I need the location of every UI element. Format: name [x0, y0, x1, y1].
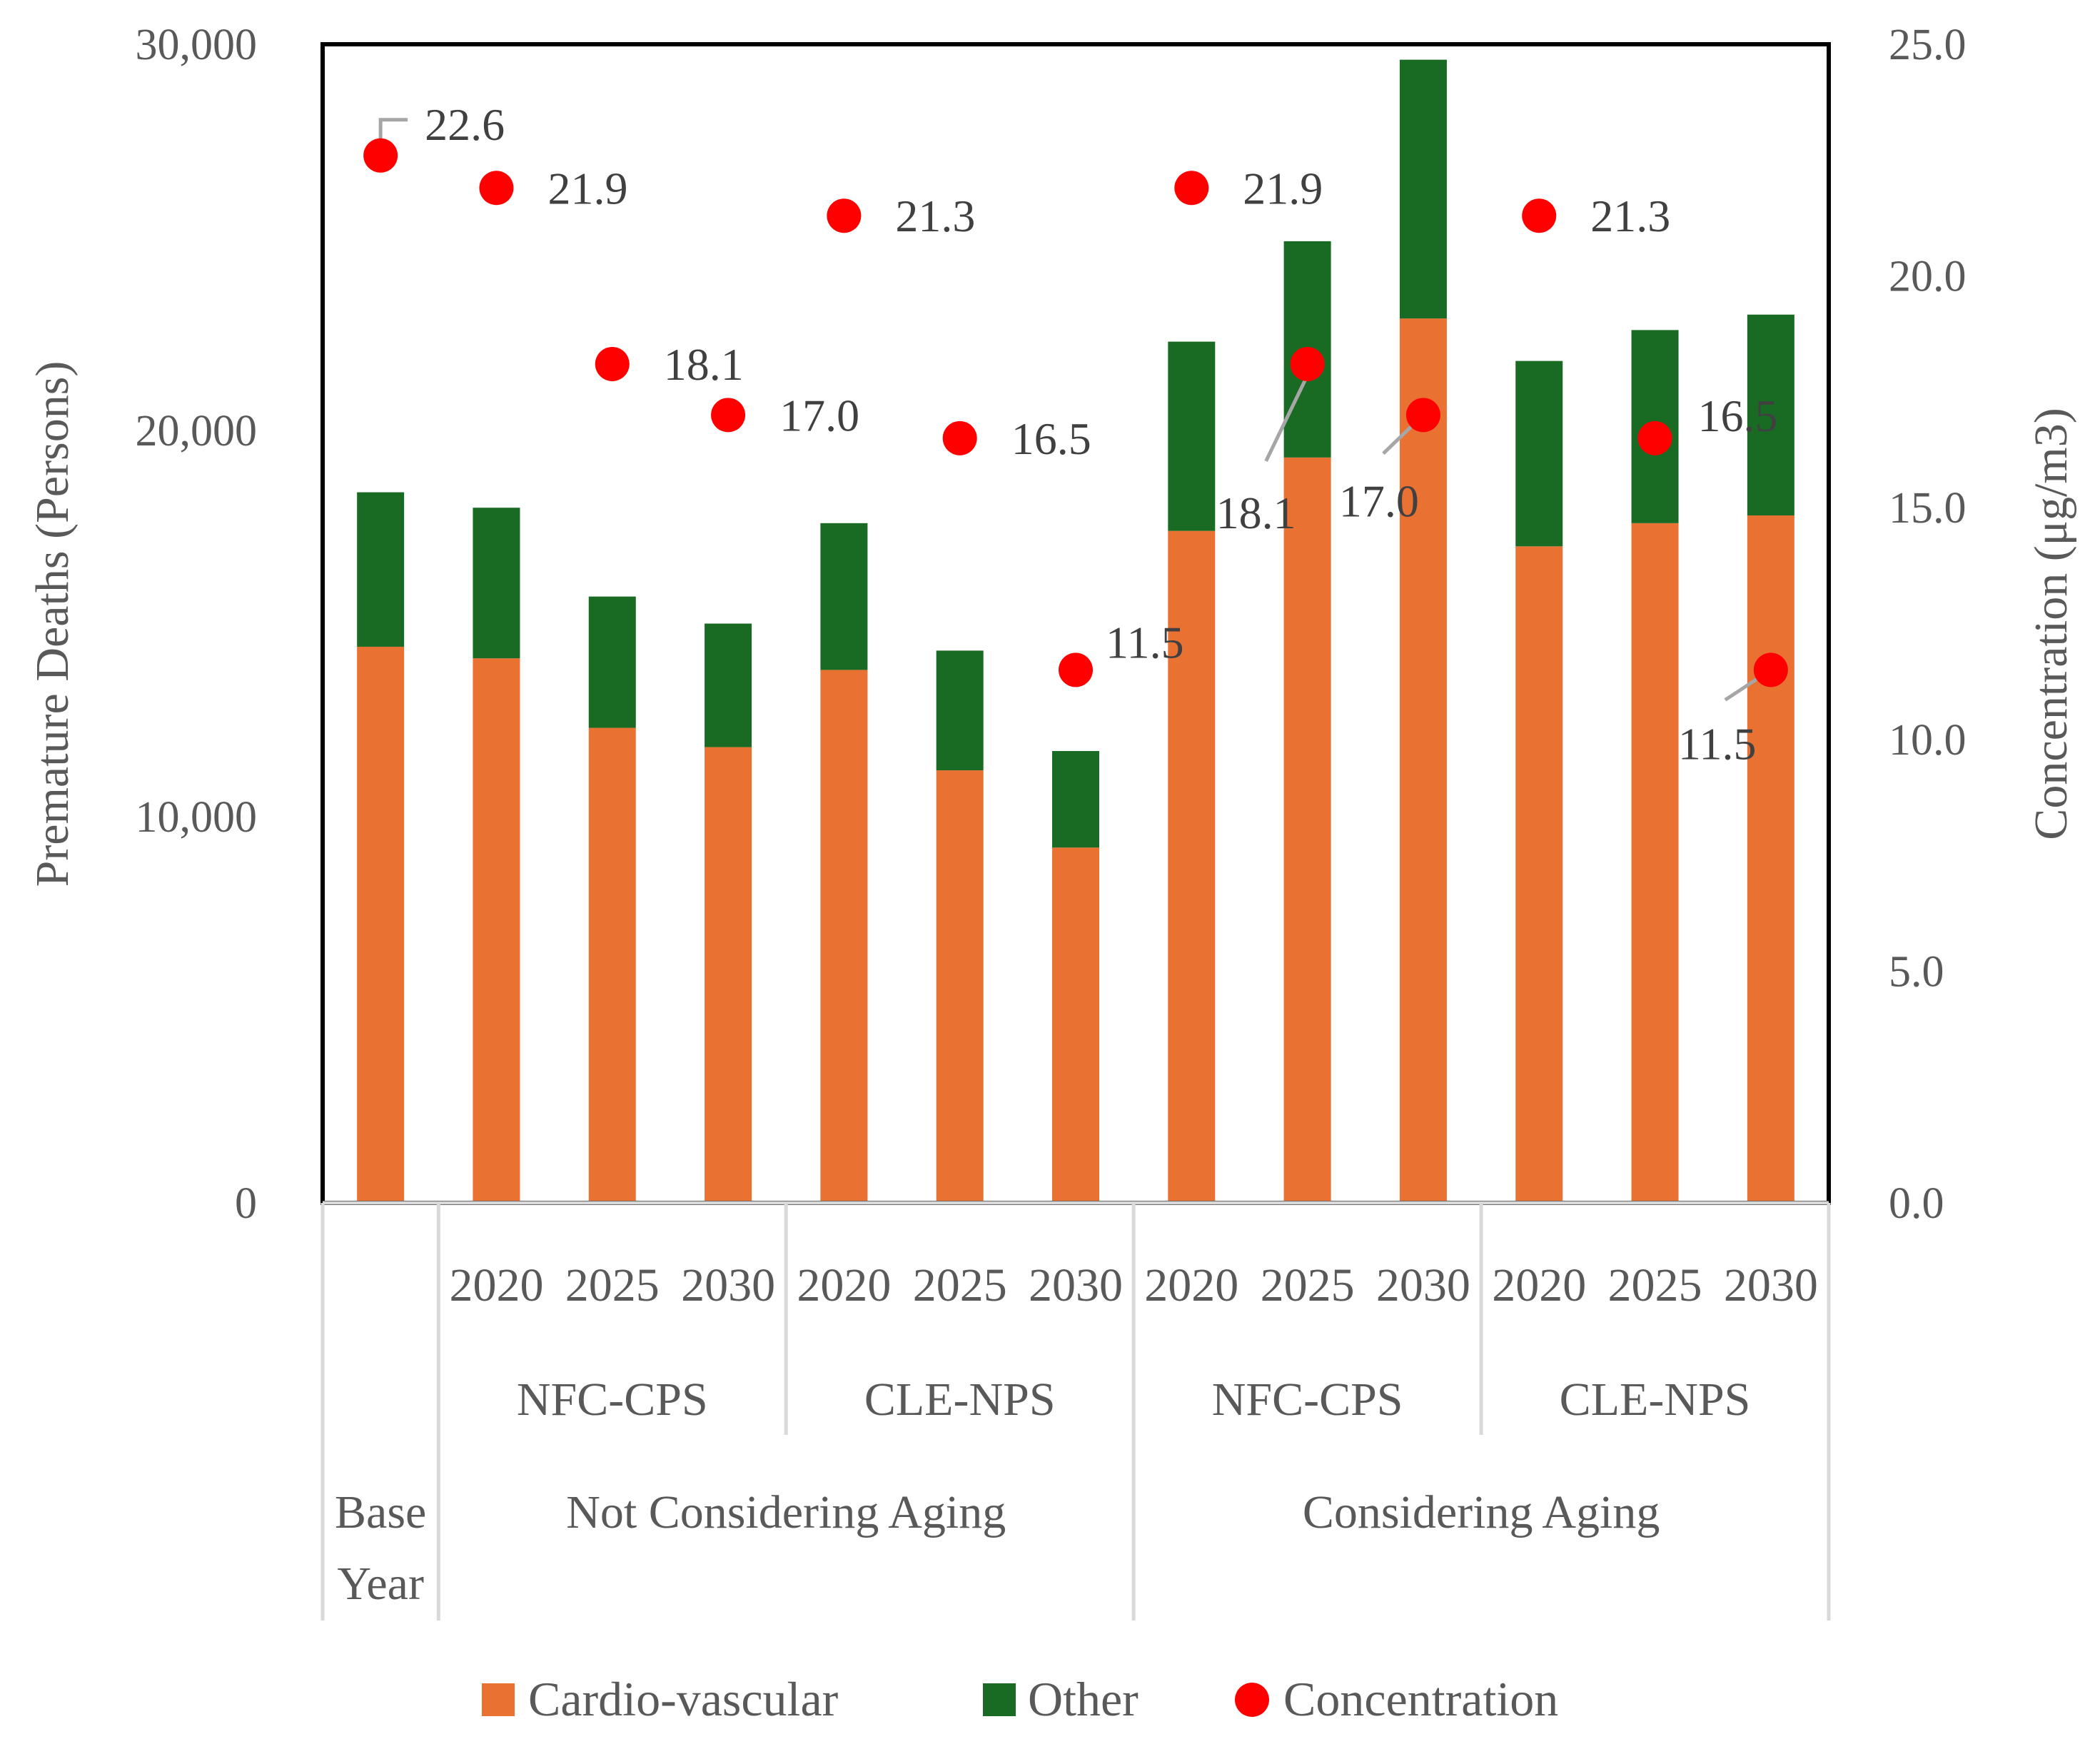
concentration-label: 11.5 [1678, 718, 1757, 769]
legend-label-cardio-vascular: Cardio-vascular [528, 1672, 839, 1726]
category-year-label: 2030 [681, 1259, 775, 1311]
legend-label-concentration: Concentration [1283, 1672, 1558, 1726]
concentration-point [711, 398, 746, 433]
concentration-point [363, 138, 398, 173]
bar-cardio-vascular [1052, 847, 1099, 1203]
bar-cardio-vascular [1283, 457, 1331, 1203]
bar-layer [357, 59, 1794, 1203]
category-year-label: 2025 [913, 1259, 1007, 1311]
bar-cardio-vascular [936, 770, 984, 1203]
right-axis-tick-label: 20.0 [1889, 253, 1967, 301]
concentration-label: 11.5 [1106, 617, 1184, 667]
concentration-label: 21.3 [895, 191, 975, 241]
category-scenario-label: NFC-CPS [1212, 1374, 1403, 1426]
concentration-point [1059, 652, 1093, 687]
concentration-label: 21.9 [547, 163, 627, 213]
bar-other [936, 650, 984, 771]
category-year-label: 2020 [1492, 1259, 1586, 1311]
legend: Cardio-vascular Other Concentration [482, 1672, 1558, 1726]
concentration-label: 21.9 [1243, 163, 1323, 213]
concentration-label: 22.6 [425, 99, 505, 150]
left-axis-title: Premature Deaths (Persons) [26, 361, 79, 887]
bar-cardio-vascular [1399, 318, 1447, 1203]
category-year-label: 2030 [1724, 1259, 1818, 1311]
category-group-label: Considering Aging [1303, 1486, 1660, 1538]
legend-marker-concentration [1235, 1683, 1269, 1717]
left-axis-tick-label: 10,000 [136, 793, 258, 842]
leader-line [1264, 374, 1309, 463]
category-year-label: 2030 [1376, 1259, 1470, 1311]
category-year-label: 2025 [1261, 1259, 1355, 1311]
legend-swatch-cardio-vascular [482, 1683, 515, 1716]
left-axis-tick-label: 30,000 [136, 21, 258, 69]
concentration-label: 16.5 [1011, 413, 1091, 464]
concentration-point [942, 420, 977, 455]
concentration-point [595, 346, 630, 381]
concentration-point [479, 171, 514, 206]
category-year-label: 2020 [797, 1259, 891, 1311]
category-year-label: 2030 [1029, 1259, 1123, 1311]
concentration-label: 17.0 [779, 390, 859, 440]
category-scenario-label: CLE-NPS [1560, 1374, 1751, 1426]
right-axis-title: Concentration (μg/m3) [2025, 408, 2077, 840]
category-year-label: 2025 [565, 1259, 660, 1311]
bar-other [1052, 751, 1099, 848]
bar-other [588, 596, 636, 728]
category-group-label: Base Year [335, 1486, 426, 1610]
bar-cardio-vascular [588, 727, 636, 1203]
category-scenario-label: NFC-CPS [517, 1374, 708, 1426]
category-axis-dividers [320, 1201, 1831, 1621]
category-axis-labels: 2020 2025 2030 2020 2025 2030 2020 2025 2030 2020… [335, 1259, 1818, 1610]
bar-cardio-vascular [357, 646, 405, 1203]
bar-other [473, 508, 520, 659]
right-axis-tick-label: 0.0 [1889, 1179, 1944, 1228]
concentration-label: 16.5 [1698, 390, 1778, 441]
left-axis-tick-label: 20,000 [136, 407, 258, 455]
left-axis: 0 10,000 20,000 30,000 [136, 21, 258, 1228]
left-axis-tick-label: 0 [235, 1179, 257, 1228]
bar-cardio-vascular [473, 658, 520, 1203]
concentration-label: 18.1 [664, 339, 744, 390]
bar-cardio-vascular [1515, 546, 1563, 1203]
concentration-label: 21.3 [1590, 191, 1670, 241]
right-axis-tick-label: 10.0 [1889, 716, 1967, 765]
concentration-point [1405, 398, 1440, 433]
category-scenario-label: CLE-NPS [864, 1374, 1056, 1426]
legend-label-other: Other [1028, 1672, 1139, 1726]
category-year-label: 2020 [1144, 1259, 1238, 1311]
bar-other [820, 523, 868, 670]
concentration-point [1753, 652, 1788, 687]
concentration-point [1174, 171, 1209, 206]
bar-other [1399, 59, 1447, 319]
bar-cardio-vascular [1747, 515, 1794, 1203]
legend-swatch-other [983, 1683, 1016, 1716]
bar-cardio-vascular [1631, 523, 1679, 1203]
concentration-point [1522, 198, 1557, 233]
concentration-label: 17.0 [1339, 475, 1419, 526]
right-axis: 0.0 5.0 10.0 15.0 20.0 25.0 [1889, 21, 1967, 1228]
bar-cardio-vascular [1168, 530, 1216, 1203]
concentration-point [827, 198, 862, 233]
category-group-label: Not Considering Aging [566, 1486, 1006, 1538]
category-year-label: 2020 [449, 1259, 543, 1311]
concentration-point-layer [363, 138, 1788, 687]
right-axis-tick-label: 5.0 [1889, 947, 1944, 996]
bar-other [1747, 314, 1794, 516]
concentration-point [1637, 420, 1672, 455]
concentration-label-layer: 22.6 21.9 18.1 17.0 21.3 16.5 11.5 21.9 18.1 17.0… [425, 99, 1777, 770]
concentration-point [1290, 346, 1325, 381]
bar-other [1515, 361, 1563, 547]
concentration-label: 18.1 [1216, 488, 1296, 538]
bar-other [357, 492, 405, 647]
bar-cardio-vascular [705, 747, 752, 1203]
bar-other [705, 623, 752, 747]
right-axis-tick-label: 15.0 [1889, 484, 1967, 533]
bar-other [1168, 341, 1216, 531]
category-year-label: 2025 [1608, 1259, 1702, 1311]
bar-cardio-vascular [820, 670, 868, 1203]
right-axis-tick-label: 25.0 [1889, 21, 1967, 69]
